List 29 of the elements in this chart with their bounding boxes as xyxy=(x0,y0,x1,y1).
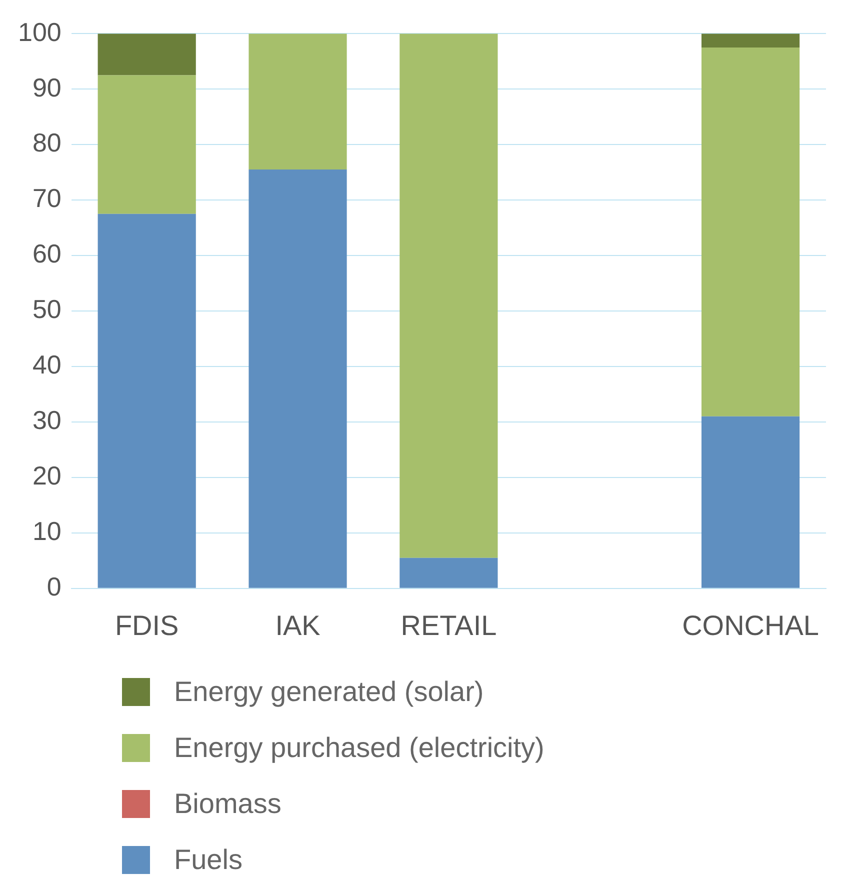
y-tick-label: 30 xyxy=(32,405,62,436)
bar xyxy=(98,214,196,588)
x-tick-label: IAK xyxy=(275,610,321,641)
x-tick-label: RETAIL xyxy=(400,610,497,641)
bar xyxy=(701,47,800,416)
bar xyxy=(400,558,498,588)
legend-label: Energy generated (solar) xyxy=(174,676,484,708)
legend-label: Energy purchased (electricity) xyxy=(174,732,544,764)
bar xyxy=(98,34,196,76)
legend-label: Fuels xyxy=(174,844,242,875)
x-tick-label: FDIS xyxy=(114,610,179,641)
bar xyxy=(701,416,800,588)
y-tick-label: 0 xyxy=(46,572,62,602)
bar xyxy=(248,34,347,170)
x-tick-label: CONCHAL xyxy=(682,610,819,641)
y-tick-label: 60 xyxy=(32,238,62,269)
y-tick-label: 50 xyxy=(32,294,62,324)
bar xyxy=(248,170,347,588)
legend-label: Biomass xyxy=(174,788,282,820)
y-tick-label: 90 xyxy=(32,72,62,102)
bar xyxy=(701,34,800,48)
y-tick-label: 40 xyxy=(32,350,62,380)
bar xyxy=(98,75,196,214)
y-tick-label: 10 xyxy=(32,516,62,546)
y-tick-label: 100 xyxy=(18,16,62,47)
y-tick-label: 20 xyxy=(32,460,62,491)
y-tick-label: 70 xyxy=(32,183,62,214)
bar xyxy=(400,34,498,558)
y-tick-label: 80 xyxy=(32,128,62,158)
